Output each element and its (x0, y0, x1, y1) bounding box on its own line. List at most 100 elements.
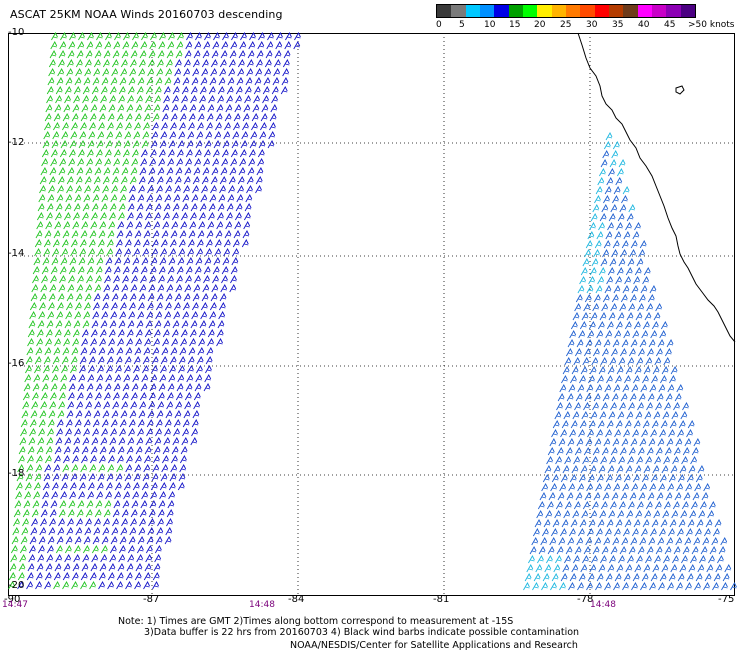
wind-barb (610, 402, 617, 411)
wind-barb (200, 311, 208, 320)
wind-barb (564, 501, 572, 510)
wind-barb (578, 429, 585, 438)
wind-barb (579, 276, 586, 285)
wind-barb (126, 104, 134, 113)
lat-label-14: -14 (8, 248, 25, 259)
wind-barb (188, 347, 196, 356)
wind-barb (113, 266, 121, 275)
wind-barb (119, 194, 127, 203)
wind-barb (158, 266, 166, 275)
wind-barb (662, 510, 670, 519)
wind-barb (135, 338, 142, 347)
wind-barb (622, 384, 630, 393)
wind-barb (94, 50, 102, 59)
wind-barb (164, 428, 171, 437)
wind-barb (65, 77, 73, 86)
wind-barb (41, 266, 49, 275)
wind-barb (108, 446, 116, 455)
scale-label: 25 (560, 20, 572, 30)
wind-barb (25, 356, 33, 365)
wind-barb (228, 59, 236, 68)
wind-barb (98, 572, 106, 581)
wind-barb (575, 393, 583, 402)
wind-barb (140, 41, 148, 50)
wind-barb (216, 104, 224, 113)
wind-barb (167, 41, 175, 50)
wind-barb (114, 482, 122, 491)
wind-barb (223, 239, 231, 248)
wind-barb (629, 492, 637, 501)
wind-barb (139, 518, 146, 527)
wind-barb (182, 77, 190, 86)
wind-barb (703, 483, 711, 492)
wind-barb (144, 455, 151, 464)
wind-barb (73, 320, 81, 329)
wind-barb (41, 383, 49, 392)
wind-barb (93, 410, 101, 419)
wind-barb (259, 131, 267, 140)
wind-barb (248, 41, 256, 50)
wind-barb (581, 411, 589, 420)
wind-barb (255, 185, 262, 194)
wind-barb (677, 573, 685, 582)
wind-barb (551, 474, 559, 483)
wind-barb (121, 509, 129, 518)
wind-barb (203, 266, 211, 275)
wind-barb (98, 347, 106, 356)
wind-barb (714, 519, 722, 528)
wind-barb (246, 68, 254, 77)
wind-barb (71, 113, 79, 122)
wind-barb (163, 86, 171, 95)
wind-barb (235, 86, 243, 95)
wind-barb (597, 321, 605, 330)
wind-barb (34, 356, 42, 365)
wind-barb (54, 212, 62, 221)
wind-barb (50, 158, 58, 167)
wind-barb (212, 275, 219, 284)
wind-barb (101, 302, 109, 311)
wind-barb (38, 419, 46, 428)
wind-barb (47, 77, 55, 86)
wind-barb (133, 131, 141, 140)
wind-barb (243, 104, 251, 113)
wind-barb (619, 204, 627, 213)
wind-barb (70, 248, 77, 257)
wind-barb (60, 32, 67, 41)
wind-barb (643, 564, 651, 573)
scale-swatch (508, 5, 523, 17)
wind-barb (46, 554, 54, 563)
wind-barb (640, 528, 648, 537)
wind-barb (75, 410, 83, 419)
wind-barb (89, 230, 97, 239)
wind-barb (677, 474, 685, 483)
wind-barb (703, 582, 710, 591)
wind-barb (603, 537, 611, 546)
wind-barb (569, 429, 576, 438)
wind-barb (28, 545, 36, 554)
wind-barb (256, 167, 264, 176)
wind-barb (224, 113, 232, 122)
wind-barb (173, 194, 181, 203)
wind-barb (49, 518, 56, 527)
wind-barb (628, 303, 636, 312)
wind-barb (524, 573, 532, 582)
wind-barb (194, 266, 202, 275)
wind-barb (586, 384, 594, 393)
wind-barb (174, 410, 182, 419)
wind-barb (76, 518, 83, 527)
wind-barb (204, 374, 212, 383)
wind-barb (168, 491, 175, 500)
wind-barb (27, 563, 35, 572)
wind-barb (39, 410, 47, 419)
wind-barb (637, 303, 645, 312)
wind-barb (143, 581, 150, 590)
wind-barb (38, 194, 46, 203)
wind-barb (91, 203, 99, 212)
wind-barb (31, 392, 39, 401)
wind-barb (52, 248, 59, 257)
wind-barb (158, 41, 166, 50)
wind-barb (656, 393, 664, 402)
wind-barb (35, 347, 43, 356)
wind-barb (555, 501, 563, 510)
wind-barb (180, 338, 187, 347)
